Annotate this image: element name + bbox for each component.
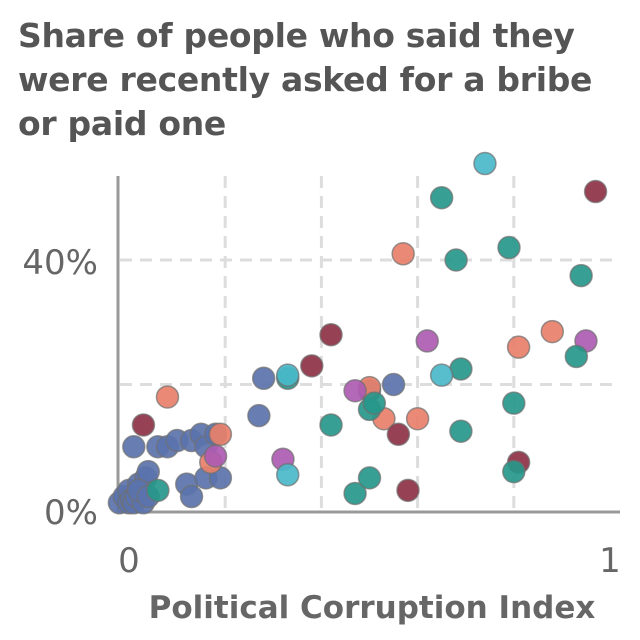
data-point-cyan-3	[429, 363, 454, 387]
data-point-blue-11	[136, 459, 160, 484]
x-tick-label-1: 1	[599, 541, 621, 581]
data-point-cyan-1	[275, 363, 300, 387]
chart-title-line-2: were recently asked for a bribe	[18, 60, 593, 99]
data-point-cyan-2	[275, 463, 300, 487]
data-point-blue-21	[179, 484, 204, 509]
data-point-teal-16	[569, 263, 593, 288]
data-point-teal-8	[429, 186, 454, 210]
data-point-blue-25	[251, 366, 276, 391]
data-point-orange-7	[405, 406, 430, 431]
data-point-teal-1	[146, 478, 170, 503]
data-point-maroon-5	[396, 478, 420, 503]
data-point-teal-13	[502, 459, 526, 484]
data-point-teal-6	[357, 466, 382, 490]
data-point-teal-7	[362, 391, 387, 415]
data-points	[107, 151, 608, 515]
data-point-teal-3	[319, 413, 343, 437]
data-point-teal-4	[343, 481, 367, 506]
data-point-orange-9	[540, 319, 565, 344]
data-point-teal-15	[564, 344, 589, 369]
data-point-teal-14	[502, 391, 526, 415]
data-point-blue-24	[247, 403, 271, 428]
data-point-blue-27	[381, 372, 406, 397]
chart-title-line-1: Share of people who said they	[18, 16, 575, 55]
x-axis-label: Political Corruption Index	[149, 590, 596, 626]
chart-title: Share of people who said they were recen…	[18, 14, 628, 146]
data-point-maroon-3	[319, 322, 343, 347]
data-point-teal-12	[497, 235, 521, 260]
data-point-maroon-2	[300, 354, 324, 378]
chart-title-line-3: or paid one	[18, 104, 226, 143]
data-point-blue-12	[122, 435, 146, 459]
data-point-orange-1	[155, 385, 180, 409]
x-tick-label-0: 0	[118, 541, 140, 581]
y-tick-label-0: 0%	[44, 493, 98, 533]
data-point-maroon-1	[131, 413, 156, 437]
data-point-orange-6	[391, 242, 415, 266]
grid-lines	[120, 176, 620, 512]
data-point-maroon-4	[386, 422, 411, 447]
data-point-teal-9	[444, 248, 468, 272]
data-point-purple-4	[415, 329, 439, 353]
data-point-purple-3	[343, 378, 367, 403]
data-point-teal-10	[449, 419, 473, 443]
y-tick-label-40: 40%	[22, 243, 98, 283]
data-point-cyan-4	[473, 151, 497, 176]
data-point-orange-3	[208, 422, 233, 447]
axes	[116, 176, 620, 514]
data-point-purple-1	[203, 444, 228, 468]
data-point-orange-8	[506, 335, 531, 359]
data-point-maroon-7	[583, 179, 608, 204]
